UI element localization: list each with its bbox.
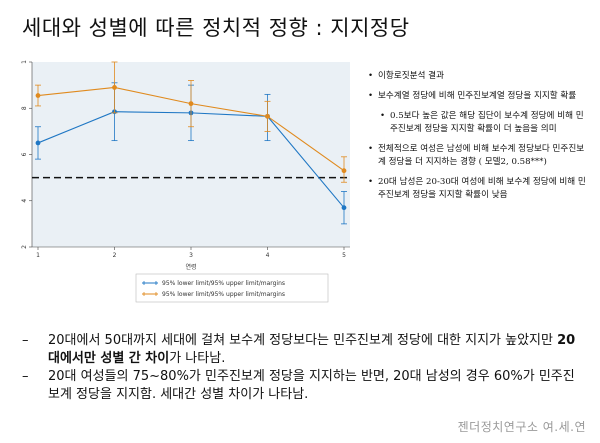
legend-box	[135, 273, 329, 303]
y-tick-label: 6	[21, 152, 28, 156]
note-item: 20대 남성은 20-30대 여성에 비해 보수계 정당에 비해 민주진보계 정…	[368, 176, 588, 202]
x-tick-label: 1	[36, 252, 40, 259]
data-point	[265, 113, 270, 119]
margins-chart: 2 4 6 8 1 1 2 3 4 5 연령 95% lower limit/95% upper…	[8, 56, 360, 306]
summary-item: –20대 여성들의 75~80%가 민주진보계 정당을 지지하는 반면, 20대…	[22, 369, 575, 402]
data-point	[112, 85, 117, 90]
x-tick-label: 4	[266, 252, 270, 259]
summary-emphasis: 20대에서만 성별 간 차이	[48, 333, 576, 366]
summary-text: 20대 여성들의 75~80%가 민주진보계 정당을 지지하는 반면, 20대 …	[48, 369, 575, 402]
x-tick-label: 3	[189, 252, 193, 259]
legend-label: 95% lower limit/95% upper limit/margins	[162, 291, 285, 298]
note-item: 전체적으로 여성은 남성에 비해 보수계 정당보다 민주진보계 정당을 더 지지…	[368, 143, 588, 169]
y-tick-label: 1	[21, 60, 28, 64]
summary-text: 가 나타남.	[169, 351, 226, 366]
y-tick-label: 4	[21, 199, 28, 203]
notes-panel: 이항로짓분석 결과 보수계열 정당에 비해 민주진보계열 정당을 지지할 확률 …	[368, 70, 588, 209]
legend-label: 95% lower limit/95% upper limit/margins	[162, 280, 285, 287]
note-item: 이항로짓분석 결과	[368, 70, 588, 83]
x-tick-label: 5	[342, 252, 346, 259]
y-tick-label: 2	[21, 245, 28, 249]
x-tick-label: 2	[113, 252, 117, 259]
series-2	[35, 61, 347, 183]
data-point	[341, 205, 347, 211]
slide-title: 세대와 성별에 따른 정치적 정향 : 지지정당	[22, 16, 410, 40]
data-point	[188, 101, 194, 107]
y-tick-label: 8	[21, 106, 28, 110]
summary-item: –20대에서 50대까지 세대에 걸쳐 보수계 정당보다는 민주진보계 정당에 …	[22, 333, 576, 366]
note-item: 보수계열 정당에 비해 민주진보계열 정당을 지지할 확률	[368, 90, 588, 103]
summary-block: –20대에서 50대까지 세대에 걸쳐 보수계 정당보다는 민주진보계 정당에 …	[22, 332, 582, 404]
note-subitem: 0.5보다 높은 값은 해당 집단이 보수계 정당에 비해 민주진보계 정당을 …	[380, 110, 588, 136]
x-axis-label: 연령	[185, 263, 196, 271]
summary-text: 20대에서 50대까지 세대에 걸쳐 보수계 정당보다는 민주진보계 정당에 대…	[48, 333, 558, 348]
legend: 95% lower limit/95% upper limit/margins 9…	[135, 273, 329, 303]
data-point	[35, 140, 41, 146]
data-point	[341, 168, 347, 174]
footer-credit: 젠더정치연구소 여.세.연	[457, 420, 586, 434]
chart-svg: 2 4 6 8 1 1 2 3 4 5 연령 95% lower limit/95% upper…	[21, 60, 350, 303]
data-point	[35, 93, 41, 98]
